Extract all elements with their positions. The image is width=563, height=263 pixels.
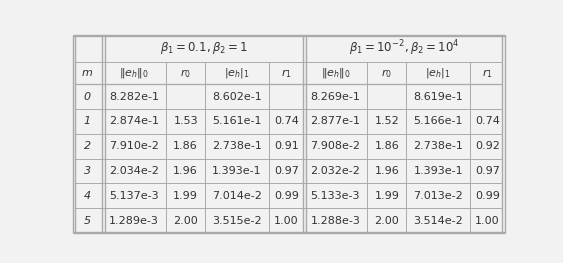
Text: 5: 5	[84, 216, 91, 226]
Text: 1.00: 1.00	[274, 216, 298, 226]
Text: 2.034e-2: 2.034e-2	[109, 166, 159, 176]
Text: 1.99: 1.99	[173, 191, 198, 201]
Text: $r_0$: $r_0$	[180, 67, 191, 80]
Text: 7.013e-2: 7.013e-2	[413, 191, 463, 201]
Text: 8.282e-1: 8.282e-1	[109, 92, 159, 102]
Text: $r_0$: $r_0$	[381, 67, 392, 80]
Text: 3: 3	[84, 166, 91, 176]
Text: 5.133e-3: 5.133e-3	[311, 191, 360, 201]
Text: 1.289e-3: 1.289e-3	[109, 216, 159, 226]
Text: 1.53: 1.53	[173, 117, 198, 127]
Text: 0.99: 0.99	[475, 191, 500, 201]
Text: $|e_h|_1$: $|e_h|_1$	[224, 66, 250, 80]
Text: 0.97: 0.97	[274, 166, 299, 176]
Text: 5.137e-3: 5.137e-3	[109, 191, 159, 201]
Text: 8.602e-1: 8.602e-1	[212, 92, 262, 102]
Text: $\beta_1 = 0.1, \beta_2 = 1$: $\beta_1 = 0.1, \beta_2 = 1$	[160, 41, 248, 57]
Text: 3.514e-2: 3.514e-2	[413, 216, 463, 226]
Text: 3.515e-2: 3.515e-2	[212, 216, 262, 226]
Text: 0.74: 0.74	[475, 117, 500, 127]
Text: 7.908e-2: 7.908e-2	[310, 141, 360, 151]
Text: 1.52: 1.52	[374, 117, 399, 127]
Text: $r_1$: $r_1$	[281, 67, 292, 80]
Text: 5.166e-1: 5.166e-1	[413, 117, 463, 127]
Text: $|e_h|_1$: $|e_h|_1$	[425, 66, 451, 80]
Text: 2.00: 2.00	[173, 216, 198, 226]
Text: 2.877e-1: 2.877e-1	[310, 117, 360, 127]
Text: $\|e_h\|_0$: $\|e_h\|_0$	[119, 66, 149, 80]
Text: 1.99: 1.99	[374, 191, 399, 201]
Text: 1.393e-1: 1.393e-1	[212, 166, 262, 176]
Text: 0: 0	[84, 92, 91, 102]
Text: $\|e_h\|_0$: $\|e_h\|_0$	[320, 66, 350, 80]
Text: 1: 1	[84, 117, 91, 127]
Text: 2.738e-1: 2.738e-1	[413, 141, 463, 151]
Text: 5.161e-1: 5.161e-1	[212, 117, 262, 127]
Text: 7.014e-2: 7.014e-2	[212, 191, 262, 201]
Text: 1.96: 1.96	[173, 166, 198, 176]
Text: $r_1$: $r_1$	[482, 67, 493, 80]
Text: 2: 2	[84, 141, 91, 151]
Text: 1.96: 1.96	[374, 166, 399, 176]
Text: 7.910e-2: 7.910e-2	[109, 141, 159, 151]
Text: $m$: $m$	[82, 68, 93, 78]
Text: $\beta_1 = 10^{-2}, \beta_2 = 10^4$: $\beta_1 = 10^{-2}, \beta_2 = 10^4$	[348, 39, 459, 58]
Text: 1.288e-3: 1.288e-3	[310, 216, 360, 226]
Text: 0.74: 0.74	[274, 117, 299, 127]
Text: 1.86: 1.86	[374, 141, 399, 151]
Text: 2.874e-1: 2.874e-1	[109, 117, 159, 127]
Text: 0.99: 0.99	[274, 191, 299, 201]
Text: 1.00: 1.00	[475, 216, 500, 226]
Text: 1.86: 1.86	[173, 141, 198, 151]
Text: 1.393e-1: 1.393e-1	[413, 166, 463, 176]
Text: 4: 4	[84, 191, 91, 201]
Text: 0.91: 0.91	[274, 141, 298, 151]
Text: 8.619e-1: 8.619e-1	[413, 92, 463, 102]
Text: 8.269e-1: 8.269e-1	[310, 92, 360, 102]
Text: 0.92: 0.92	[475, 141, 500, 151]
Text: 2.738e-1: 2.738e-1	[212, 141, 262, 151]
Text: 2.00: 2.00	[374, 216, 399, 226]
Text: 2.032e-2: 2.032e-2	[310, 166, 360, 176]
Text: 0.97: 0.97	[475, 166, 500, 176]
